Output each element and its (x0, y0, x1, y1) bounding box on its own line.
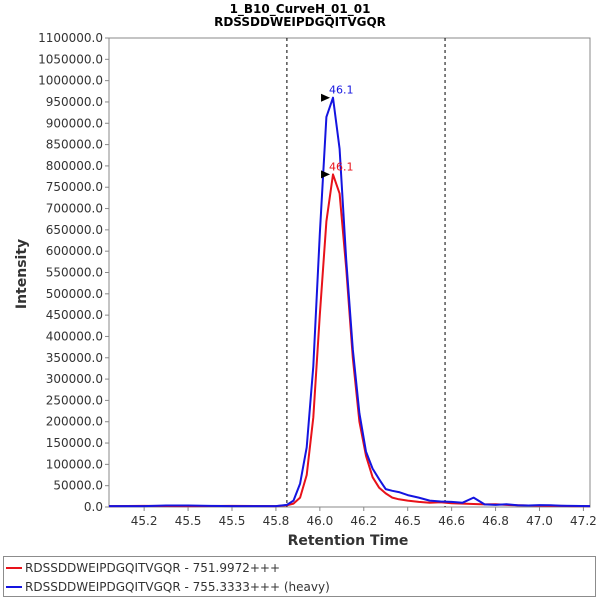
x-tick-label: 46.8 (482, 514, 509, 528)
y-tick-label: 900000.0 (46, 116, 103, 130)
y-tick-label: 1050000.0 (38, 52, 103, 66)
y-tick-label: 700000.0 (46, 202, 103, 216)
y-tick-label: 250000.0 (46, 393, 103, 407)
y-tick-label: 150000.0 (46, 436, 103, 450)
legend-label-light: RDSSDDWEIPDGQITVGQR - 751.9972+++ (25, 561, 281, 575)
legend: RDSSDDWEIPDGQITVGQR - 751.9972+++ RDSSDD… (3, 556, 596, 597)
legend-item-light: RDSSDDWEIPDGQITVGQR - 751.9972+++ (6, 559, 280, 577)
y-tick-label: 950000.0 (46, 95, 103, 109)
legend-swatch-heavy (6, 586, 22, 588)
x-tick-label: 47.2 (570, 514, 597, 528)
x-tick-label: 46.0 (306, 514, 333, 528)
x-tick-label: 45.5 (219, 514, 246, 528)
legend-label-heavy: RDSSDDWEIPDGQITVGQR - 755.3333+++ (heavy… (25, 580, 330, 594)
y-tick-label: 1100000.0 (38, 31, 103, 45)
x-tick-label: 46.5 (394, 514, 421, 528)
series-line-1 (109, 96, 591, 508)
x-axis-label: Retention Time (288, 533, 409, 549)
y-tick-label: 500000.0 (46, 287, 103, 301)
x-tick-label: 46.6 (438, 514, 465, 528)
y-tick-label: 600000.0 (46, 244, 103, 258)
chart-title: 1_B10_CurveH_01_01 (230, 2, 371, 17)
y-tick-label: 450000.0 (46, 308, 103, 322)
x-tick-label: 45.2 (131, 514, 158, 528)
y-tick-label: 850000.0 (46, 138, 103, 152)
peak-marker-0 (321, 170, 331, 179)
y-tick-label: 650000.0 (46, 223, 103, 237)
peak-label-0: 46.1 (329, 160, 354, 173)
x-tick-label: 46.2 (350, 514, 377, 528)
y-axis-label: Intensity (14, 239, 30, 309)
legend-item-heavy: RDSSDDWEIPDGQITVGQR - 755.3333+++ (heavy… (6, 578, 330, 596)
chart-subtitle: RDSSDDWEIPDGQITVGQR (214, 15, 386, 29)
peak-label-1: 46.1 (329, 84, 354, 97)
y-tick-label: 550000.0 (46, 266, 103, 280)
y-tick-label: 1000000.0 (38, 74, 103, 88)
x-tick-label: 47.0 (526, 514, 553, 528)
y-tick-label: 750000.0 (46, 180, 103, 194)
y-tick-label: 0.0 (84, 500, 103, 514)
peak-marker-1 (321, 93, 331, 102)
y-tick-label: 50000.0 (53, 479, 103, 493)
plot-area (108, 37, 591, 508)
legend-swatch-light (6, 567, 22, 569)
x-tick-label: 45.5 (175, 514, 202, 528)
x-tick-label: 45.8 (263, 514, 290, 528)
y-tick-label: 200000.0 (46, 415, 103, 429)
y-tick-label: 100000.0 (46, 457, 103, 471)
y-tick-label: 350000.0 (46, 351, 103, 365)
y-tick-label: 800000.0 (46, 159, 103, 173)
y-tick-label: 400000.0 (46, 329, 103, 343)
y-tick-label: 300000.0 (46, 372, 103, 386)
